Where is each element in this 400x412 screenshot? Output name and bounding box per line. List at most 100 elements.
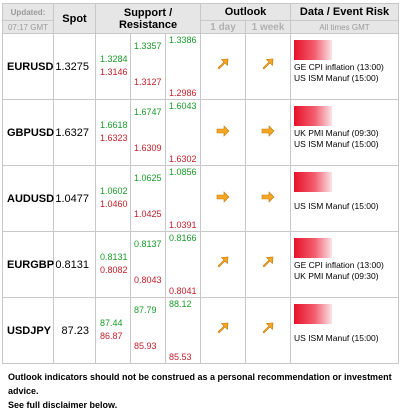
risk-bar: [294, 172, 333, 192]
arrow-up-right-icon: [216, 58, 230, 75]
disclaimer: Outlook indicators should not be constru…: [8, 370, 400, 412]
support-3: 1.0391: [169, 220, 197, 230]
outlook-header: Outlook: [200, 3, 292, 21]
pair-name: EURUSD: [2, 33, 54, 100]
level-col-1: 87.44 86.87: [95, 297, 131, 364]
risk-bar: [294, 304, 333, 324]
arrow-right-icon: [261, 190, 275, 207]
table-row: USDJPY 87.23 87.44 86.87 87.79 85.93 88.…: [2, 297, 400, 364]
level-col-1: 1.3284 1.3146: [95, 33, 131, 100]
event-risk-cell: GE CPI inflation (13:00) US ISM Manuf (15…: [290, 33, 400, 100]
outlook-day: [200, 99, 247, 166]
event-item: UK PMI Manuf (09:30): [294, 128, 379, 138]
outlook-week: [245, 297, 292, 364]
resistance-1: 0.8131: [100, 252, 128, 262]
outlook-week-header: 1 week: [245, 20, 292, 34]
resistance-2: 87.79: [134, 305, 157, 315]
fx-table: Updated: Spot Support / Resistance Outlo…: [2, 3, 400, 364]
level-col-3: 0.8166 0.8041: [164, 231, 202, 298]
outlook-week: [245, 99, 292, 166]
outlook-day: [200, 33, 247, 100]
outlook-day: [200, 165, 247, 232]
level-col-2: 0.8137 0.8043: [130, 231, 166, 298]
support-2: 1.0425: [134, 209, 162, 219]
event-item: US ISM Manuf (15:00): [294, 73, 379, 83]
risk-bar: [294, 106, 333, 126]
pair-name: AUDUSD: [2, 165, 54, 232]
support-3: 0.8041: [169, 286, 197, 296]
outlook-day-header: 1 day: [200, 20, 247, 34]
support-2: 1.3127: [134, 77, 162, 87]
event-item: US ISM Manuf (15:00): [294, 201, 379, 211]
resistance-3: 0.8166: [169, 233, 197, 243]
support-2: 85.93: [134, 341, 157, 351]
event-risk-cell: US ISM Manuf (15:00): [290, 165, 400, 232]
level-col-1: 1.6618 1.6323: [95, 99, 131, 166]
spot-value: 1.0477: [53, 165, 96, 232]
event-item: GE CPI inflation (13:00): [294, 260, 384, 270]
resistance-1: 1.0602: [100, 186, 128, 196]
support-1: 86.87: [100, 331, 123, 341]
resistance-1: 1.3284: [100, 54, 128, 64]
level-col-2: 1.3357 1.3127: [130, 33, 166, 100]
disclaimer-line-1: Outlook indicators should not be constru…: [8, 372, 392, 396]
spot-value: 0.8131: [53, 231, 96, 298]
outlook-day: [200, 297, 247, 364]
spot-value: 1.6327: [53, 99, 96, 166]
table-row: EURUSD 1.3275 1.3284 1.3146 1.3357 1.312…: [2, 33, 400, 100]
table-row: EURGBP 0.8131 0.8131 0.8082 0.8137 0.804…: [2, 231, 400, 298]
arrow-right-icon: [261, 124, 275, 141]
resistance-3: 88.12: [169, 299, 192, 309]
arrow-up-right-icon: [216, 322, 230, 339]
support-1: 1.3146: [100, 67, 128, 77]
event-risk-cell: US ISM Manuf (15:00): [290, 297, 400, 364]
resistance-2: 1.3357: [134, 41, 162, 51]
pair-name: EURGBP: [2, 231, 54, 298]
spot-header: Spot: [53, 3, 96, 34]
support-1: 1.6323: [100, 133, 128, 143]
arrow-up-right-icon: [261, 58, 275, 75]
support-3: 1.6302: [169, 154, 197, 164]
pair-name: USDJPY: [2, 297, 54, 364]
event-item: UK PMI Manuf (09:30): [294, 271, 379, 281]
level-col-2: 1.0625 1.0425: [130, 165, 166, 232]
event-risk-cell: GE CPI inflation (13:00) UK PMI Manuf (09…: [290, 231, 400, 298]
pair-name: GBPUSD: [2, 99, 54, 166]
outlook-week: [245, 165, 292, 232]
support-1: 1.0460: [100, 199, 128, 209]
updated-time: 07:17 GMT: [2, 20, 54, 34]
resistance-3: 1.6043: [169, 101, 197, 111]
level-col-1: 1.0602 1.0460: [95, 165, 131, 232]
arrow-up-right-icon: [261, 256, 275, 273]
support-resistance-header: Support / Resistance: [94, 3, 202, 34]
event-item: US ISM Manuf (15:00): [294, 139, 379, 149]
arrow-up-right-icon: [216, 256, 230, 273]
outlook-week: [245, 231, 292, 298]
table-row: GBPUSD 1.6327 1.6618 1.6323 1.6747 1.630…: [2, 99, 400, 166]
resistance-2: 0.8137: [134, 239, 162, 249]
data-event-header: Data / Event Risk: [290, 3, 400, 21]
support-3: 1.2986: [169, 88, 197, 98]
outlook-week: [245, 33, 292, 100]
level-col-3: 1.3386 1.2986: [164, 33, 202, 100]
support-3: 85.53: [169, 352, 192, 362]
level-col-2: 1.6747 1.6309: [130, 99, 166, 166]
spot-value: 87.23: [53, 297, 96, 364]
level-col-3: 1.6043 1.6302: [164, 99, 202, 166]
event-risk-cell: UK PMI Manuf (09:30) US ISM Manuf (15:00): [290, 99, 400, 166]
updated-label: Updated:: [2, 3, 54, 21]
outlook-day: [200, 231, 247, 298]
arrow-up-right-icon: [261, 322, 275, 339]
level-col-3: 88.12 85.53: [164, 297, 202, 364]
table-row: AUDUSD 1.0477 1.0602 1.0460 1.0625 1.042…: [2, 165, 400, 232]
event-item: US ISM Manuf (15:00): [294, 333, 379, 343]
event-item: GE CPI inflation (13:00): [294, 62, 384, 72]
support-2: 1.6309: [134, 143, 162, 153]
resistance-1: 87.44: [100, 318, 123, 328]
resistance-3: 1.3386: [169, 35, 197, 45]
arrow-right-icon: [216, 190, 230, 207]
resistance-2: 1.6747: [134, 107, 162, 117]
resistance-3: 1.0856: [169, 167, 197, 177]
support-1: 0.8082: [100, 265, 128, 275]
